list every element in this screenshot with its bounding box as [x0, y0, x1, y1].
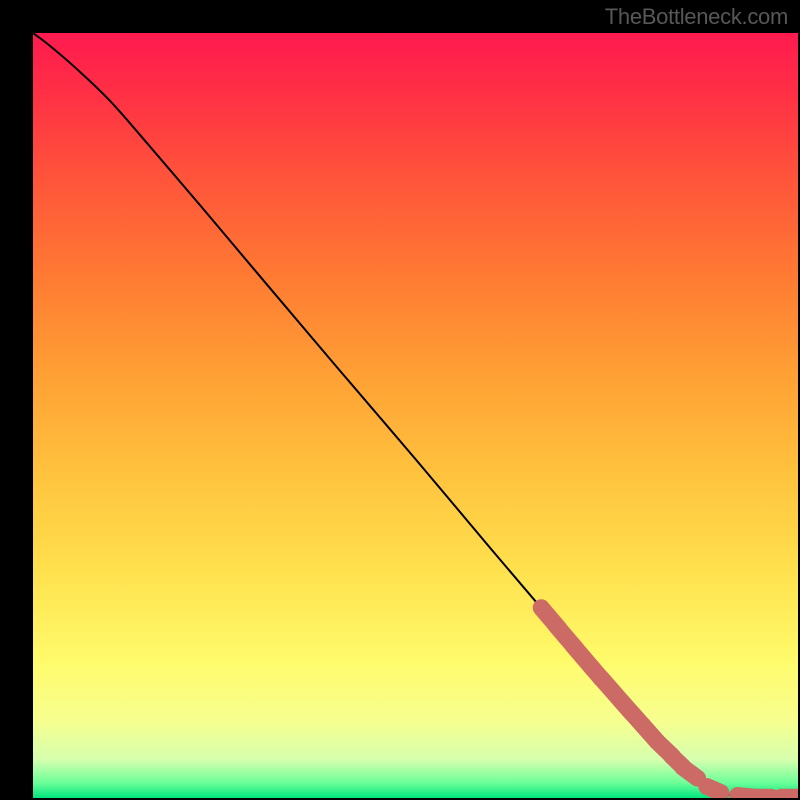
- plot-area: [33, 33, 798, 798]
- marker-dot: [773, 789, 798, 798]
- chart-container: TheBottleneck.com: [0, 0, 800, 800]
- watermark-text: TheBottleneck.com: [605, 4, 788, 30]
- markers-layer: [33, 33, 798, 798]
